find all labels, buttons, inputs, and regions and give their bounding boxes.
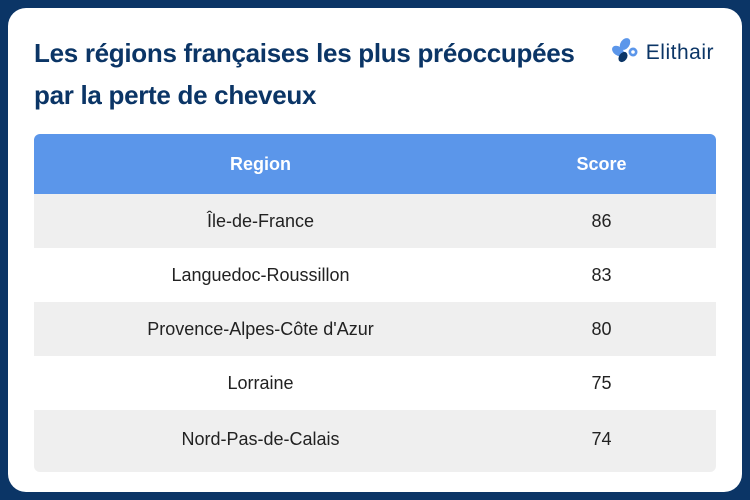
score-cell: 86 bbox=[591, 210, 612, 231]
table-row: Provence-Alpes-Côte d'Azur 80 bbox=[34, 302, 716, 356]
table-row: Nord-Pas-de-Calais 74 bbox=[34, 410, 716, 472]
region-cell: Nord-Pas-de-Calais bbox=[181, 428, 340, 449]
score-cell: 83 bbox=[591, 264, 612, 285]
column-header-score: Score bbox=[576, 153, 627, 174]
score-cell: 74 bbox=[591, 428, 612, 449]
brand-logo: Elithair bbox=[610, 36, 714, 69]
brand-name: Elithair bbox=[645, 40, 714, 64]
region-cell: Languedoc-Roussillon bbox=[171, 264, 350, 285]
region-cell: Île-de-France bbox=[206, 210, 315, 231]
table-header: Region Score bbox=[34, 134, 716, 194]
table-row: Île-de-France 86 bbox=[34, 194, 716, 248]
region-cell: Provence-Alpes-Côte d'Azur bbox=[147, 318, 374, 339]
score-cell: 75 bbox=[591, 372, 612, 393]
card: Les régions françaises les plus préoccup… bbox=[8, 8, 742, 492]
page-title: Les régions françaises les plus préoccup… bbox=[34, 38, 575, 110]
elithair-logo-icon bbox=[610, 36, 640, 69]
column-header-region: Region bbox=[230, 153, 291, 174]
table-row: Lorraine 75 bbox=[34, 356, 716, 410]
region-cell: Lorraine bbox=[227, 372, 294, 393]
regions-table: Region Score Île-de-France 86 Languedoc-… bbox=[34, 134, 716, 472]
score-cell: 80 bbox=[591, 318, 612, 339]
table-row: Languedoc-Roussillon 83 bbox=[34, 248, 716, 302]
